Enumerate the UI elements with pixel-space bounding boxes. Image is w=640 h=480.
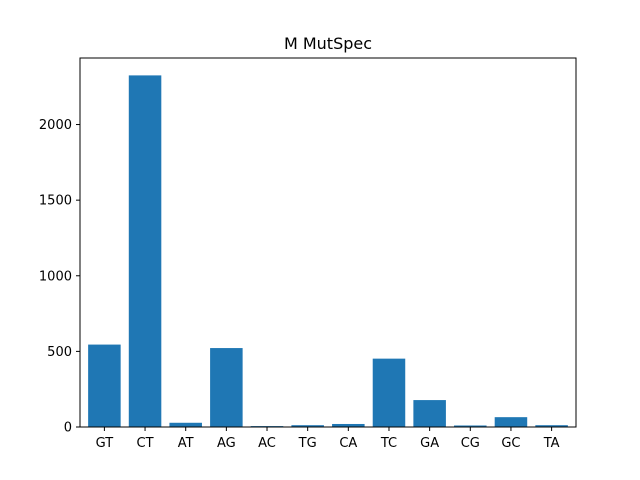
x-axis: GT CT AT AG AC TG CA TC GA CG GC TA: [96, 427, 560, 451]
x-tick-label: TG: [298, 436, 317, 451]
bar-gt: [88, 344, 121, 427]
x-tick-label: GT: [96, 436, 114, 451]
bar-gc: [494, 417, 528, 427]
y-tick-label: 1500: [39, 194, 72, 209]
x-tick-label: CT: [137, 436, 154, 451]
x-tick-label: AC: [258, 436, 276, 451]
x-tick-label: TC: [380, 436, 397, 451]
x-tick-label: GC: [501, 436, 520, 451]
bar-tg: [291, 425, 324, 427]
x-tick-label: AT: [178, 436, 194, 451]
x-tick-label: GA: [420, 436, 439, 451]
bar-cg: [454, 425, 487, 427]
x-tick-label: CA: [339, 436, 357, 451]
bars-layer: [88, 75, 568, 427]
x-tick-label: AG: [217, 436, 236, 451]
bar-tc: [372, 358, 406, 427]
bar-ta: [535, 425, 568, 427]
y-tick-label: 0: [64, 421, 72, 436]
y-tick-label: 1000: [39, 269, 72, 284]
bar-ag: [210, 348, 243, 427]
bar-ga: [413, 400, 446, 427]
chart-title: M MutSpec: [284, 34, 372, 53]
bar-ca: [332, 423, 365, 427]
y-tick-label: 500: [47, 345, 72, 360]
bar-at: [169, 422, 202, 427]
x-tick-label: TA: [543, 436, 560, 451]
plot-frame: [79, 57, 577, 428]
x-tick-label: CG: [461, 436, 480, 451]
y-axis: 0 500 1000 1500 2000: [39, 118, 80, 436]
y-tick-label: 2000: [39, 118, 72, 133]
bar-ct: [128, 75, 162, 427]
